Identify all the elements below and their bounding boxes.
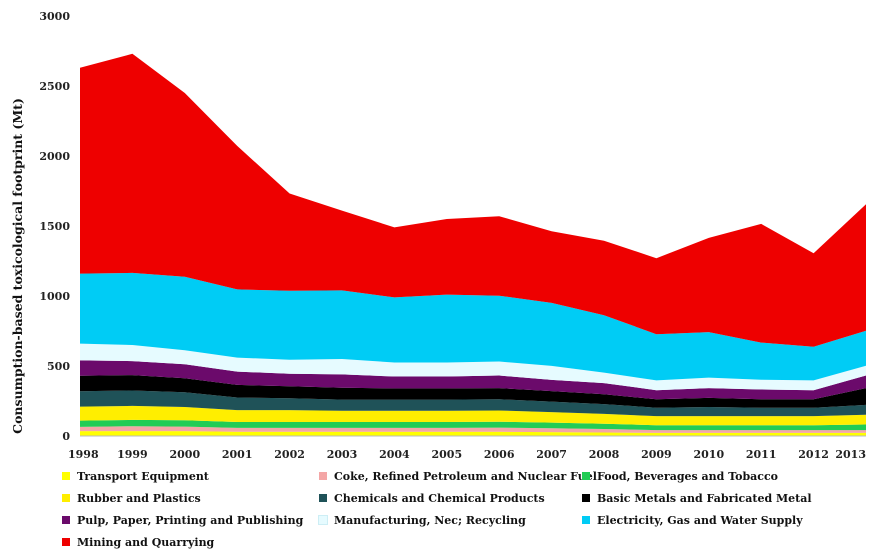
area-series-6 [80, 375, 866, 408]
x-tick-label: 2007 [536, 448, 567, 461]
y-tick-label: 1500 [39, 220, 70, 233]
legend-label: Chemicals and Chemical Products [334, 491, 545, 505]
legend-item: Rubber and Plastics [62, 490, 201, 506]
x-tick-label: 2001 [222, 448, 253, 461]
y-tick-label: 3000 [39, 10, 70, 23]
legend-item: Chemicals and Chemical Products [319, 490, 545, 506]
legend-item: Coke, Refined Petroleum and Nuclear Fuel [319, 468, 597, 484]
x-tick-label: 2009 [641, 448, 672, 461]
legend-item: Basic Metals and Fabricated Metal [582, 490, 812, 506]
legend-swatch [62, 538, 70, 546]
area-layers [80, 53, 866, 436]
x-tick-label: 2002 [274, 448, 305, 461]
x-tick-label: 2013 [835, 448, 866, 461]
legend-swatch [582, 516, 590, 524]
area-series-9 [80, 272, 866, 381]
legend-item: Transport Equipment [62, 468, 209, 484]
y-tick-label: 2500 [39, 80, 70, 93]
legend-label: Manufacturing, Nec; Recycling [334, 513, 526, 527]
area-series-3 [80, 419, 866, 431]
area-series-8 [80, 343, 866, 391]
legend-swatch [62, 472, 70, 480]
area-series-4 [80, 405, 866, 426]
legend-label: Transport Equipment [77, 469, 209, 483]
x-tick-label: 2012 [798, 448, 829, 461]
x-tick-label: 2006 [484, 448, 515, 461]
x-tick-label: 2010 [693, 448, 724, 461]
legend-swatch [318, 515, 328, 525]
x-tick-label: 1999 [117, 448, 148, 461]
legend-item: Manufacturing, Nec; Recycling [318, 512, 526, 528]
legend-swatch [319, 494, 327, 502]
legend-label: Mining and Quarrying [77, 535, 215, 549]
x-tick-label: 2011 [746, 448, 777, 461]
y-axis-ticks: 0 500 1000 1500 2000 2500 3000 [39, 10, 70, 443]
area-series-5 [80, 390, 866, 417]
legend-swatch [319, 472, 327, 480]
legend-swatch [62, 494, 70, 502]
area-series-1 [80, 431, 866, 436]
legend-swatch [582, 494, 590, 502]
legend-item: Pulp, Paper, Printing and Publishing [62, 512, 303, 528]
x-tick-label: 2005 [431, 448, 462, 461]
legend-swatch [582, 472, 590, 480]
legend-label: Rubber and Plastics [77, 491, 201, 505]
x-tick-label: 2000 [169, 448, 200, 461]
area-series-10 [80, 53, 866, 347]
legend-label: Pulp, Paper, Printing and Publishing [77, 513, 304, 527]
legend-label: Food, Beverages and Tobacco [597, 469, 779, 483]
x-tick-label: 2008 [589, 448, 620, 461]
legend-item: Electricity, Gas and Water Supply [582, 512, 803, 528]
legend-label: Basic Metals and Fabricated Metal [597, 491, 812, 505]
y-tick-label: 0 [62, 430, 70, 443]
y-tick-label: 1000 [39, 290, 70, 303]
y-tick-label: 500 [47, 360, 70, 373]
x-tick-label: 2004 [379, 448, 410, 461]
x-axis-ticks: 1998 1999 2000 2001 2002 2003 2004 2005 2006 2007… [68, 448, 866, 461]
legend-item: Mining and Quarrying [62, 534, 214, 550]
legend-label: Coke, Refined Petroleum and Nuclear Fuel [334, 469, 597, 483]
x-tick-label: 1998 [68, 448, 99, 461]
x-tick-label: 2003 [327, 448, 358, 461]
y-tick-label: 2000 [39, 150, 70, 163]
legend-label: Electricity, Gas and Water Supply [597, 513, 803, 527]
area-series-2 [80, 426, 866, 433]
legend-swatch [62, 516, 70, 524]
legend-item: Food, Beverages and Tobacco [582, 468, 778, 484]
y-axis-label: Consumption-based toxicological footprin… [10, 98, 25, 434]
area-series-7 [80, 360, 866, 400]
